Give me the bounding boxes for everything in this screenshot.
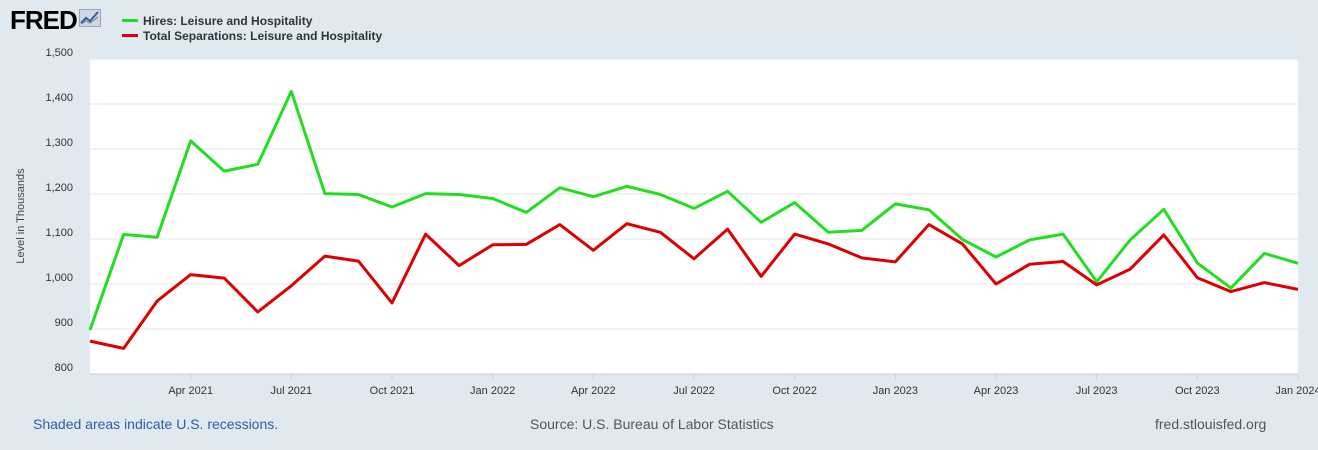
y-tick-label: 1,300 — [45, 137, 73, 149]
series-line-separations[interactable] — [89, 222, 1299, 350]
y-tick-label: 1,000 — [45, 272, 73, 284]
fred-logo-text: FRED — [10, 5, 78, 35]
x-tick-label: Jan 2022 — [470, 385, 515, 397]
x-axis-ticks: Apr 2021 Jul 2021 Oct 2021 Jan 2022 Apr 2022… — [90, 373, 1318, 397]
y-tick-label: 1,500 — [45, 47, 73, 59]
line-chart: 800 900 1,000 1,100 1,200 1,300 1,400 1,500 Apr… — [15, 47, 1318, 397]
x-tick-label: Jul 2021 — [271, 385, 313, 397]
y-tick-label: 800 — [55, 362, 73, 374]
x-tick-label: Apr 2023 — [974, 385, 1019, 397]
x-tick-label: Oct 2023 — [1175, 385, 1220, 397]
x-tick-label: Jul 2022 — [673, 385, 715, 397]
x-tick-label: Oct 2021 — [370, 385, 415, 397]
legend-swatch-hires — [122, 19, 138, 22]
source-text: Source: U.S. Bureau of Labor Statistics — [530, 416, 774, 432]
site-link[interactable]: fred.stlouisfed.org — [1155, 416, 1267, 432]
series-line-hires[interactable] — [88, 89, 1299, 331]
recession-note-link[interactable]: Shaded areas indicate U.S. recessions. — [33, 416, 279, 432]
legend-label-separations: Total Separations: Leisure and Hospitali… — [143, 28, 383, 43]
x-tick-label: Jul 2023 — [1076, 385, 1118, 397]
legend-swatch-separations — [122, 34, 138, 37]
y-tick-label: 1,400 — [45, 92, 73, 104]
x-tick-label: Jan 2023 — [873, 385, 918, 397]
y-axis-label: Level in Thousands — [15, 168, 27, 264]
fred-logo[interactable]: FRED — [10, 6, 101, 34]
legend-item-hires[interactable]: Hires: Leisure and Hospitality — [122, 13, 382, 28]
x-tick-label: Apr 2021 — [168, 385, 213, 397]
legend-label-hires: Hires: Leisure and Hospitality — [143, 13, 313, 28]
x-tick-label: Oct 2022 — [772, 385, 817, 397]
y-axis-ticks: 800 900 1,000 1,100 1,200 1,300 1,400 1,500 — [45, 47, 73, 374]
plot-area — [90, 59, 1298, 374]
x-tick-label: Jan 2024 — [1275, 385, 1318, 397]
legend: Hires: Leisure and Hospitality Total Sep… — [122, 13, 382, 43]
series-lines — [88, 89, 1299, 350]
y-tick-label: 1,200 — [45, 182, 73, 194]
legend-item-separations[interactable]: Total Separations: Leisure and Hospitali… — [122, 28, 382, 43]
y-tick-label: 900 — [55, 317, 73, 329]
y-tick-label: 1,100 — [45, 227, 73, 239]
x-tick-label: Apr 2022 — [571, 385, 616, 397]
chart-line-icon — [78, 8, 101, 32]
